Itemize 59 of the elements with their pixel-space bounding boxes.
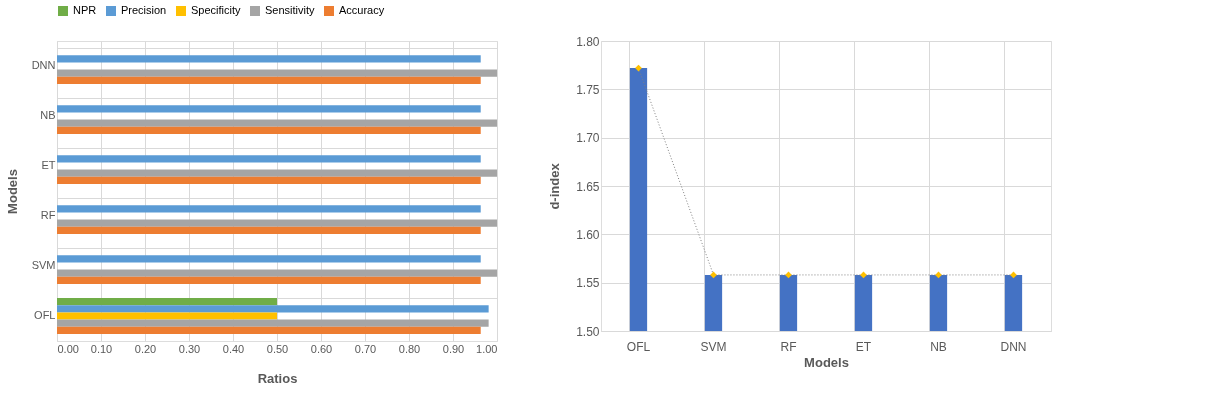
bar [57, 176, 481, 184]
bar [57, 326, 481, 334]
x-tick-label: OFL [626, 339, 651, 354]
y-tick-label: 1.70 [576, 131, 600, 146]
bar [57, 55, 481, 63]
y-tick-label: RF [40, 209, 56, 221]
x-tick-label: DNN [1000, 339, 1027, 354]
legend-label: Accuracy [339, 4, 385, 16]
bar [57, 276, 481, 284]
y-tick-label: 1.60 [576, 227, 600, 242]
y-tick-label: 1.65 [576, 179, 600, 194]
bar [57, 219, 497, 227]
legend-label: Precision [121, 4, 167, 16]
bar [57, 319, 489, 327]
x-tick-label: 0.20 [134, 342, 157, 355]
x-tick-label: ET [855, 339, 872, 354]
y-axis-title: Models [4, 169, 20, 214]
bar [57, 255, 481, 263]
x-tick-label: 0.80 [398, 342, 421, 355]
bar [57, 226, 481, 234]
y-tick-label: SVM [31, 259, 56, 271]
y-tick-label: 1.55 [576, 276, 600, 291]
bar [57, 155, 481, 163]
x-tick-label: 0.70 [354, 342, 377, 355]
x-tick-label: 0.00 [57, 342, 79, 355]
y-tick-label: 1.50 [576, 324, 600, 339]
x-tick-label: NB [930, 339, 947, 354]
legend-label: Specificity [191, 4, 242, 16]
bar [57, 305, 489, 313]
y-tick-label: 1.80 [576, 34, 600, 49]
x-tick-label: 0.30 [178, 342, 201, 355]
y-tick-label: OFL [34, 309, 56, 321]
x-tick-label: SVM [700, 339, 727, 354]
bar [57, 119, 497, 127]
y-axis-title: d-index [547, 162, 563, 210]
legend-label: Sensitivity [265, 4, 316, 16]
bar [57, 69, 497, 77]
x-tick-label: 0.40 [222, 342, 245, 355]
bar [57, 169, 497, 177]
y-tick-label: 1.75 [576, 82, 600, 97]
x-tick-label: 0.60 [310, 342, 333, 355]
y-tick-label: ET [41, 159, 56, 171]
bar [57, 269, 497, 277]
bar [57, 312, 277, 320]
bar [57, 205, 481, 213]
x-axis-title: Ratios [257, 370, 298, 386]
x-tick-label: 0.90 [442, 342, 465, 355]
bar [57, 105, 481, 113]
bar [57, 298, 277, 306]
x-tick-label: 1.00 [476, 342, 498, 355]
x-tick-label: 0.10 [90, 342, 113, 355]
bar [57, 76, 481, 84]
bar [57, 126, 481, 134]
y-tick-label: NB [40, 109, 56, 121]
x-axis-title: Models [804, 354, 849, 370]
x-tick-label: RF [780, 339, 797, 354]
y-tick-label: DNN [31, 59, 56, 71]
x-tick-label: 0.50 [266, 342, 289, 355]
legend-label: NPR [73, 4, 97, 16]
